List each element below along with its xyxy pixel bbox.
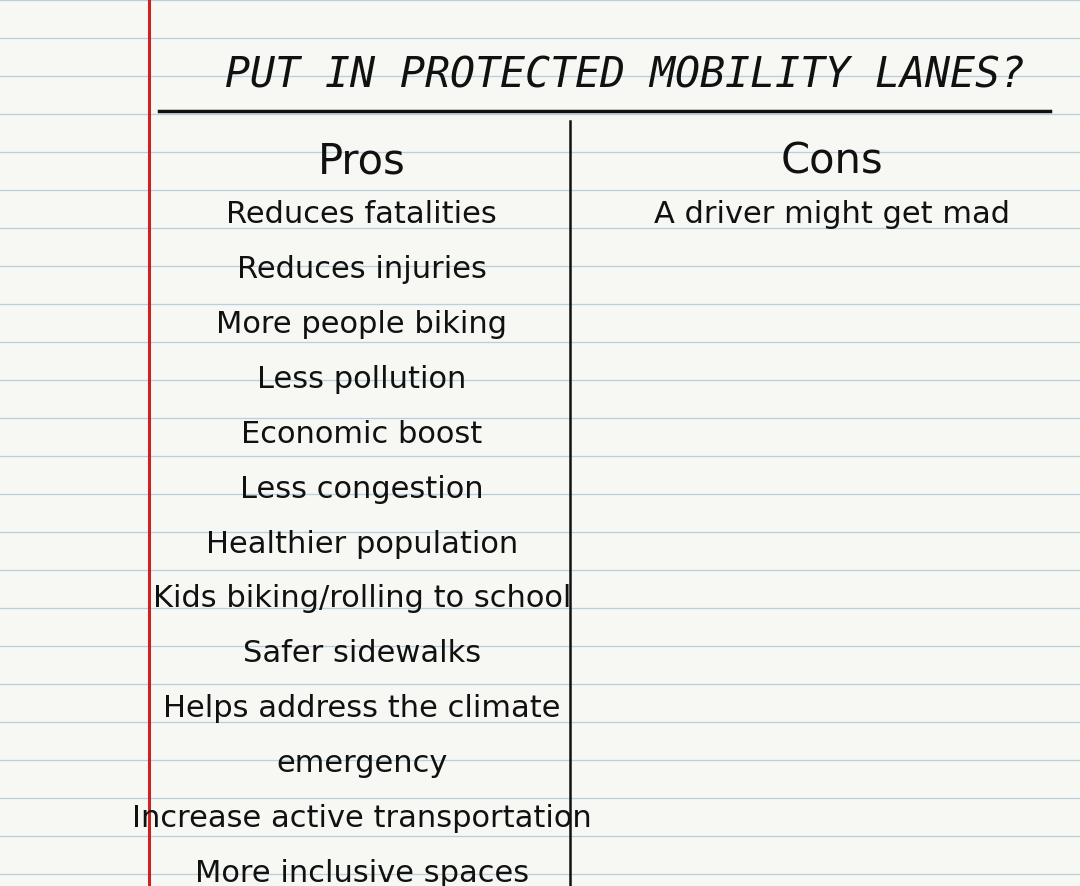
Text: Kids biking/rolling to school: Kids biking/rolling to school [152,585,571,613]
Text: Helps address the climate: Helps address the climate [163,695,561,723]
Text: More people biking: More people biking [216,310,508,338]
Text: Healthier population: Healthier population [205,530,518,558]
Text: Reduces fatalities: Reduces fatalities [227,200,497,229]
Text: PUT IN PROTECTED MOBILITY LANES?: PUT IN PROTECTED MOBILITY LANES? [225,54,1025,97]
Text: Cons: Cons [780,140,883,183]
Text: Less pollution: Less pollution [257,365,467,393]
Text: Pros: Pros [318,140,406,183]
Text: More inclusive spaces: More inclusive spaces [194,859,529,886]
Text: emergency: emergency [276,750,447,778]
Text: A driver might get mad: A driver might get mad [653,200,1010,229]
Text: Less congestion: Less congestion [240,475,484,503]
Text: Increase active transportation: Increase active transportation [132,804,592,833]
Text: Economic boost: Economic boost [241,420,483,448]
Text: Safer sidewalks: Safer sidewalks [243,640,481,668]
Text: Reduces injuries: Reduces injuries [237,255,487,284]
